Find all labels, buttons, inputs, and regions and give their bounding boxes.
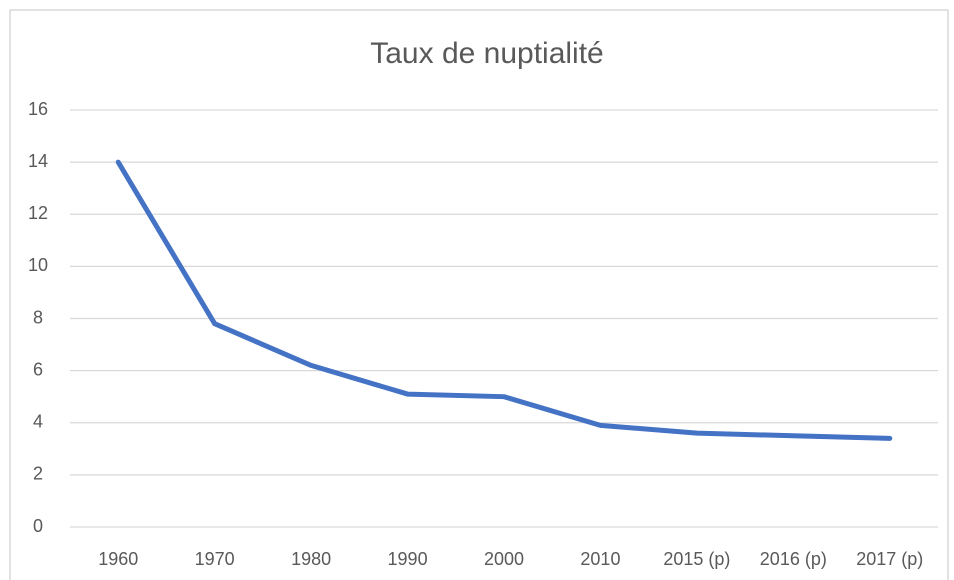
y-tick-label: 6: [33, 359, 43, 379]
x-tick-label: 1960: [98, 549, 138, 569]
y-tick-label: 10: [28, 255, 48, 275]
y-tick-label: 14: [28, 151, 48, 171]
y-tick-label: 4: [33, 412, 43, 432]
y-tick-label: 12: [28, 203, 48, 223]
y-tick-label: 2: [33, 464, 43, 484]
y-tick-label: 16: [28, 99, 48, 119]
y-tick-label: 0: [33, 516, 43, 536]
y-tick-label: 8: [33, 307, 43, 327]
x-tick-label: 1990: [388, 549, 428, 569]
x-tick-label: 1980: [291, 549, 331, 569]
chart-title: Taux de nuptialité: [370, 37, 604, 70]
x-tick-label: 2010: [580, 549, 620, 569]
x-tick-label: 1970: [195, 549, 235, 569]
x-tick-label: 2017 (p): [856, 549, 923, 569]
chart-frame: [9, 9, 949, 580]
x-tick-label: 2015 (p): [663, 549, 730, 569]
x-tick-label: 2016 (p): [760, 549, 827, 569]
line-series: [115, 159, 893, 441]
x-tick-label: 2000: [484, 549, 524, 569]
